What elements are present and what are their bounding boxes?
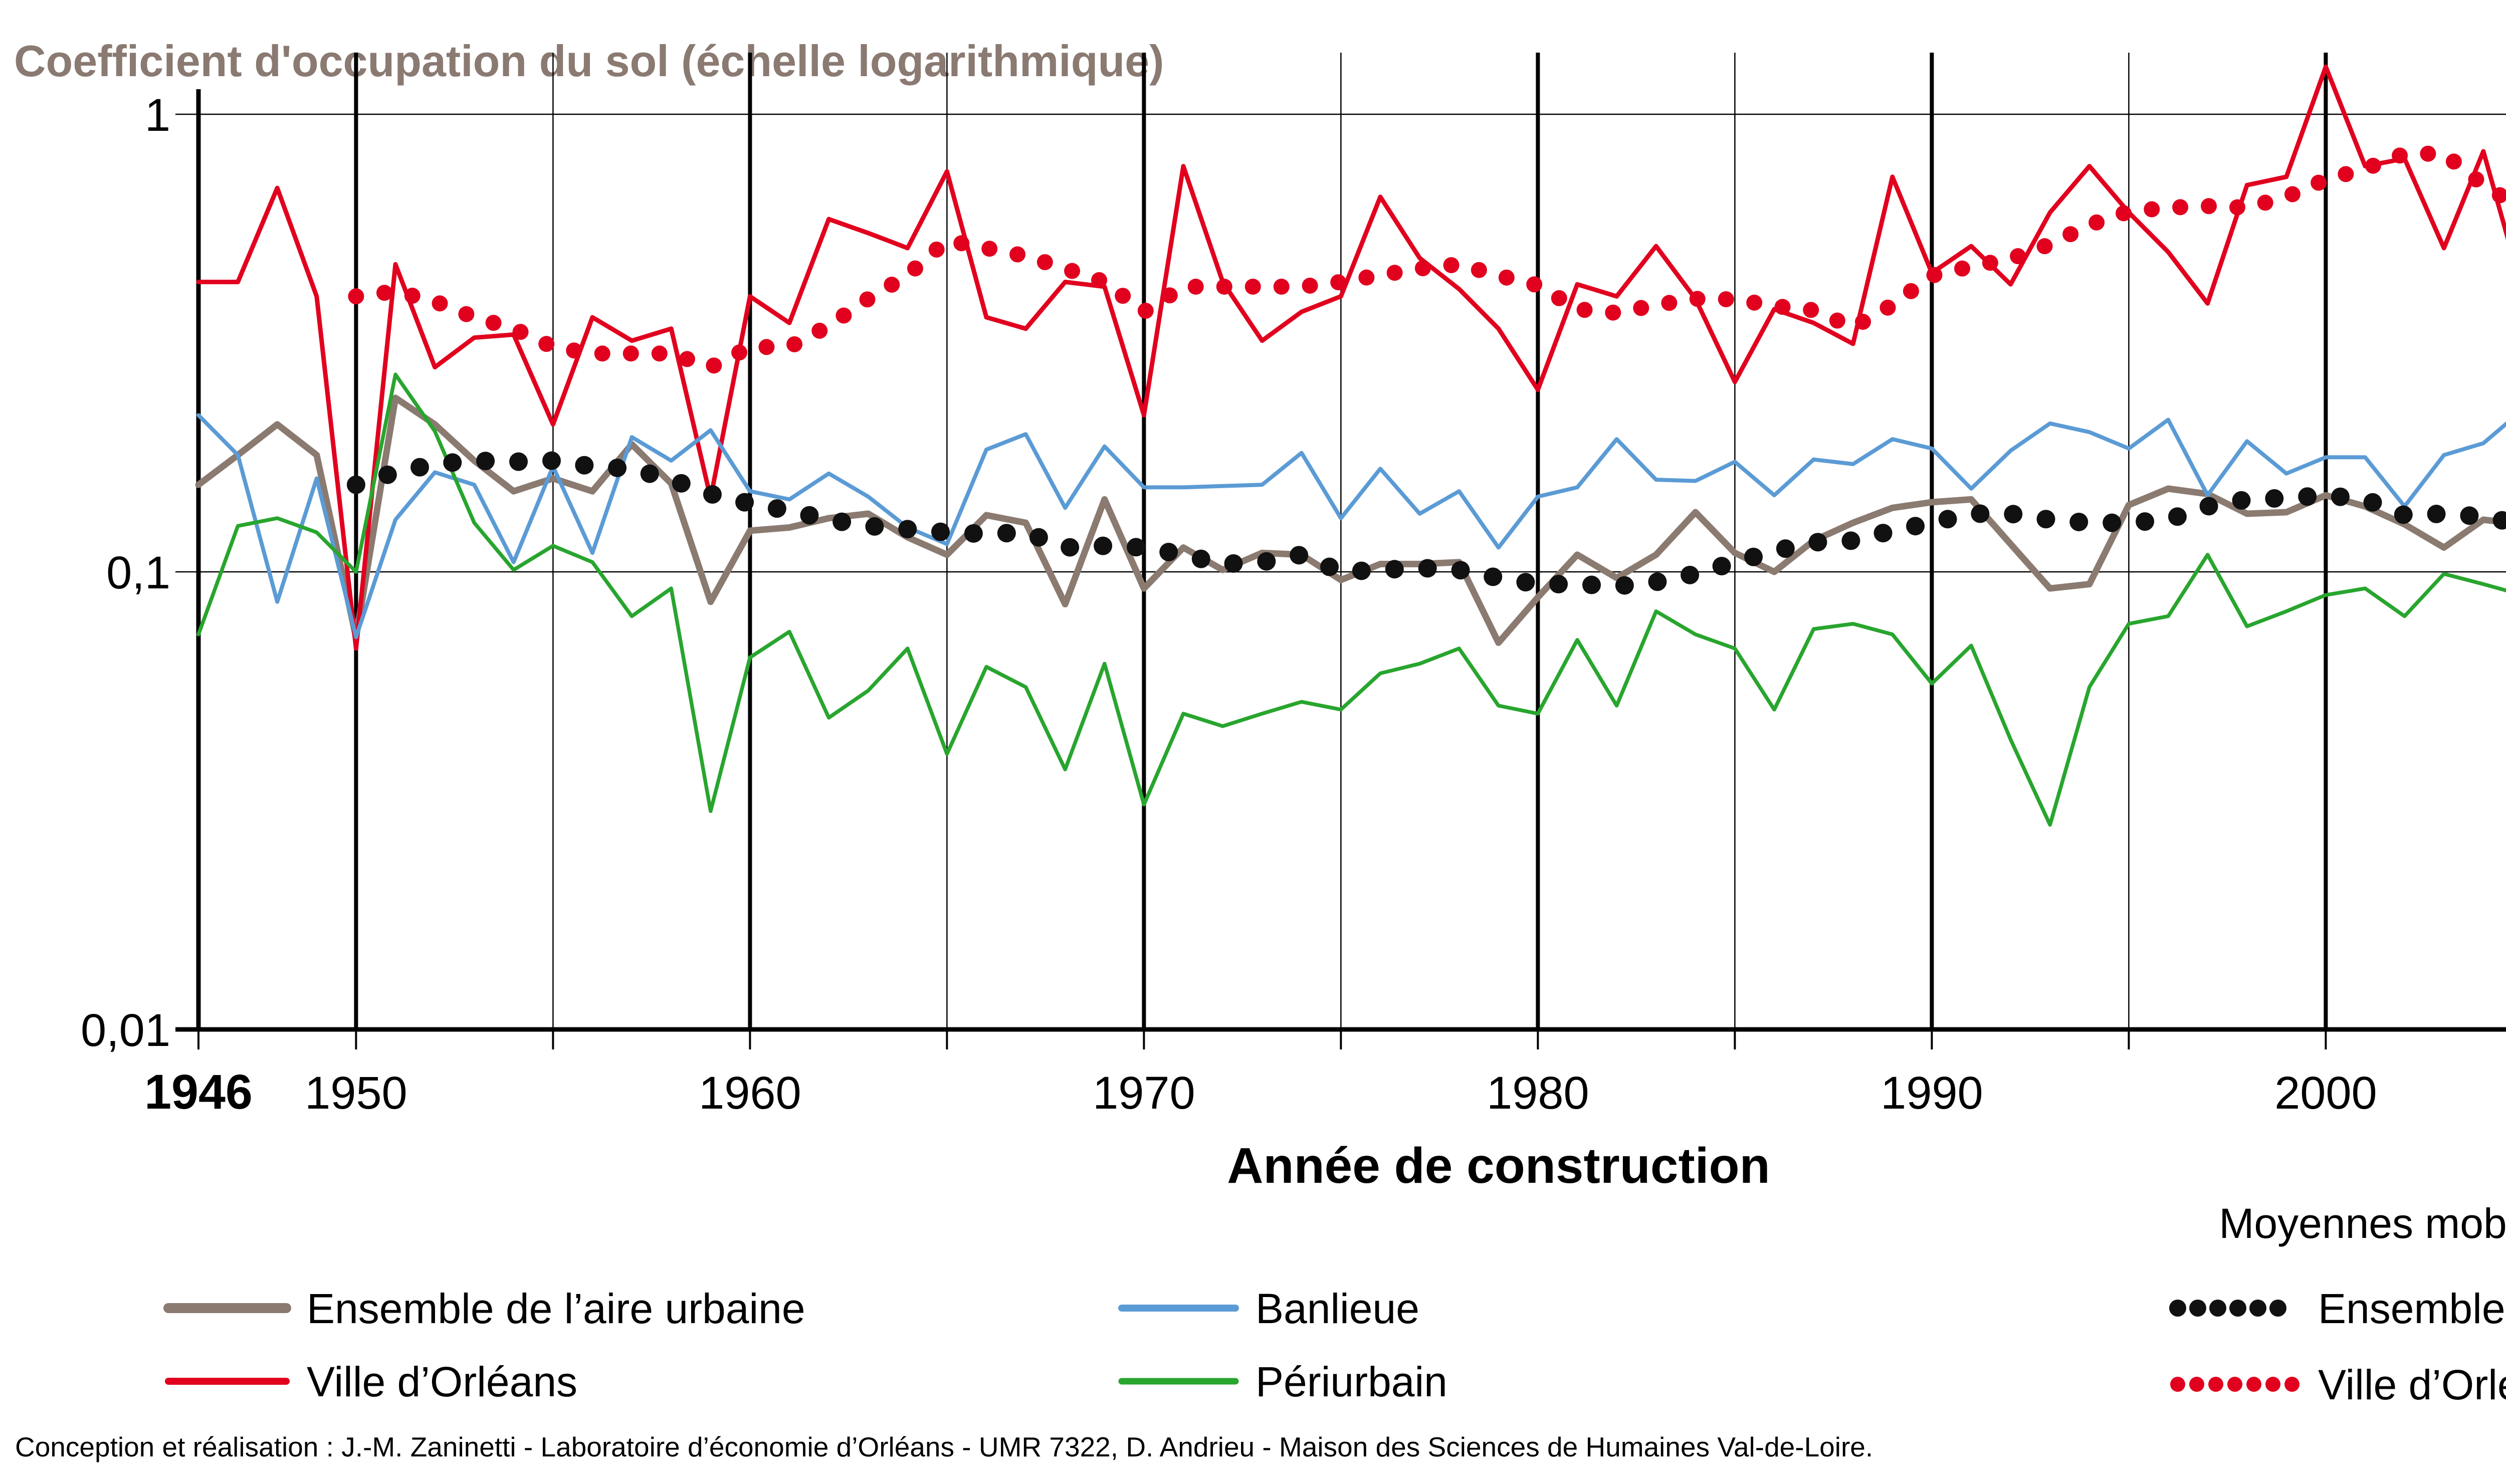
legend-label-ensemble: Ensemble de l’aire urbaine: [307, 1285, 805, 1332]
legend-label-ma-ensemble: Ensemble de l’aire urbaine: [2318, 1285, 2506, 1332]
x-tick-label-1960: 1960: [699, 1068, 801, 1119]
series-ma-ville-orleans: [348, 145, 2506, 375]
y-tick-label-1: 1: [145, 90, 170, 141]
x-tick-label-1946: 1946: [144, 1065, 253, 1119]
y-tick-labels: 1 0,1 0,01: [81, 90, 170, 1056]
page-title: Coefficient d'occupation du sol (échelle…: [14, 36, 1164, 86]
x-tick-label-1950: 1950: [305, 1068, 407, 1119]
series-ville-orleans: [196, 64, 2506, 651]
y-tick-label-0,01: 0,01: [81, 1005, 170, 1056]
legend-label-ville-orleans: Ville d’Orléans: [307, 1358, 577, 1405]
legend-label-banlieue: Banlieue: [1256, 1285, 1419, 1332]
x-tick-labels: 19461950196019701980199020002012: [144, 1065, 2377, 1119]
series-ensemble-aire-urbaine: [195, 394, 2506, 646]
legend-moving-avg-title: Moyennes mobiles sur 5 ans: [2219, 1200, 2506, 1247]
x-tick-label-1990: 1990: [1881, 1068, 1983, 1119]
legend-label-ma-ville-orleans: Ville d’Orléans: [2318, 1361, 2506, 1408]
x-tick-label-1970: 1970: [1093, 1068, 1195, 1119]
x-tick-label-1980: 1980: [1487, 1068, 1589, 1119]
series-ma-ensemble-aire-urbaine: [346, 451, 2506, 596]
legend: Ensemble de l’aire urbaine Ville d’Orléa…: [163, 1200, 2506, 1408]
gridlines: [175, 53, 2506, 1049]
x-axis-label: Année de construction: [1227, 1138, 1770, 1194]
y-tick-label-0,1: 0,1: [106, 547, 170, 598]
series-periurbain: [196, 372, 2506, 827]
series-banlieue: [196, 413, 2506, 640]
legend-label-periurbain: Périurbain: [1256, 1358, 1447, 1405]
x-tick-label-2000: 2000: [2274, 1068, 2377, 1119]
footer-credits: Conception et réalisation : J.-M. Zanine…: [15, 1431, 1873, 1462]
data-series: [195, 64, 2506, 827]
